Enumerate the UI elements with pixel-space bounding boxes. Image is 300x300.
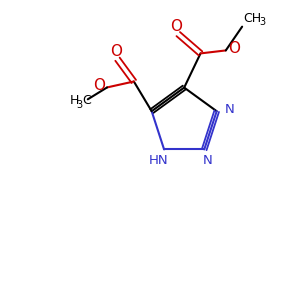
- Text: O: O: [228, 41, 240, 56]
- Text: HN: HN: [149, 154, 169, 167]
- Text: O: O: [170, 19, 182, 34]
- Text: O: O: [93, 78, 105, 93]
- Text: N: N: [202, 154, 212, 167]
- Text: 3: 3: [260, 17, 266, 28]
- Text: N: N: [224, 103, 234, 116]
- Text: H: H: [69, 94, 79, 107]
- Text: O: O: [111, 44, 123, 59]
- Text: 3: 3: [76, 100, 82, 110]
- Text: C: C: [82, 94, 91, 107]
- Text: CH: CH: [244, 12, 262, 25]
